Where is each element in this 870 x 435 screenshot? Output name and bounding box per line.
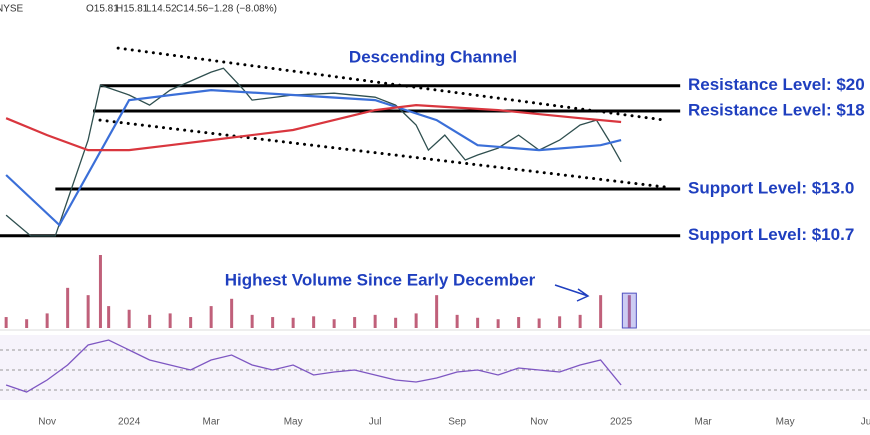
volume-bar (517, 317, 521, 328)
volume-bar (230, 298, 234, 328)
x-tick-label: Mar (203, 417, 221, 428)
x-tick-label: 2024 (118, 417, 141, 428)
volume-bar (25, 319, 29, 328)
x-tick-label: May (284, 417, 303, 428)
moving-average (5, 103, 622, 152)
x-tick-label: Jul (369, 417, 382, 428)
volume-bar (98, 255, 102, 328)
volume-bar (414, 313, 418, 328)
volume-bar (209, 306, 213, 328)
quote-change: −1.28 (−8.08%) (208, 4, 277, 15)
volume-bar (455, 314, 459, 328)
volume-bar (45, 313, 49, 328)
highlight-box (621, 292, 637, 329)
channel-line (116, 46, 667, 122)
volume-bar (312, 316, 316, 328)
volume-bar (86, 295, 90, 328)
annotation: Descending Channel (349, 47, 517, 66)
volume-bar (599, 295, 603, 328)
rsi-line (5, 339, 622, 393)
volume-bar (66, 287, 70, 328)
x-tick-label: 2025 (610, 417, 633, 428)
moving-average (5, 88, 622, 227)
level-label: Support Level: $10.7 (688, 225, 854, 244)
x-tick-label: Sep (448, 417, 466, 428)
volume-bar (353, 317, 357, 328)
x-tick-label: Mar (695, 417, 713, 428)
annotation: Highest Volume Since Early December (225, 270, 536, 289)
volume-bar (127, 309, 131, 328)
level-label: Support Level: $13.0 (688, 178, 854, 197)
level-label: Resistance Level: $20 (688, 75, 865, 94)
quote-open: O15.81 (86, 4, 119, 15)
quote-low: L14.52 (146, 4, 177, 15)
volume-bar (271, 317, 275, 328)
volume-bar (435, 295, 439, 328)
volume-bar (373, 314, 377, 328)
volume-bar (168, 313, 172, 328)
volume-bar (189, 317, 193, 328)
channel-line (98, 118, 667, 189)
volume-bar (496, 319, 500, 328)
quote-high: H15.81 (116, 4, 149, 15)
x-tick-label: Jul (861, 417, 870, 428)
volume-bar (148, 314, 152, 328)
volume-bar (332, 319, 336, 328)
rsi-panel (0, 335, 870, 400)
volume-bar (250, 314, 254, 328)
volume-bar (537, 318, 541, 328)
price-line (5, 67, 622, 237)
level-label: Resistance Level: $18 (688, 100, 865, 119)
x-tick-label: Nov (38, 417, 56, 428)
volume-bar (476, 317, 480, 328)
volume-bar (107, 306, 111, 328)
volume-bar (4, 317, 8, 328)
volume-bar (291, 317, 295, 328)
volume-bar (627, 295, 631, 328)
x-tick-label: May (776, 417, 795, 428)
x-tick-label: Nov (530, 417, 548, 428)
arrow (554, 284, 590, 302)
volume-bar (578, 314, 582, 328)
exchange: NYSE (0, 4, 24, 15)
volume-bar (394, 317, 398, 328)
volume-bar (558, 316, 562, 328)
quote-close: C14.56 (176, 4, 209, 15)
